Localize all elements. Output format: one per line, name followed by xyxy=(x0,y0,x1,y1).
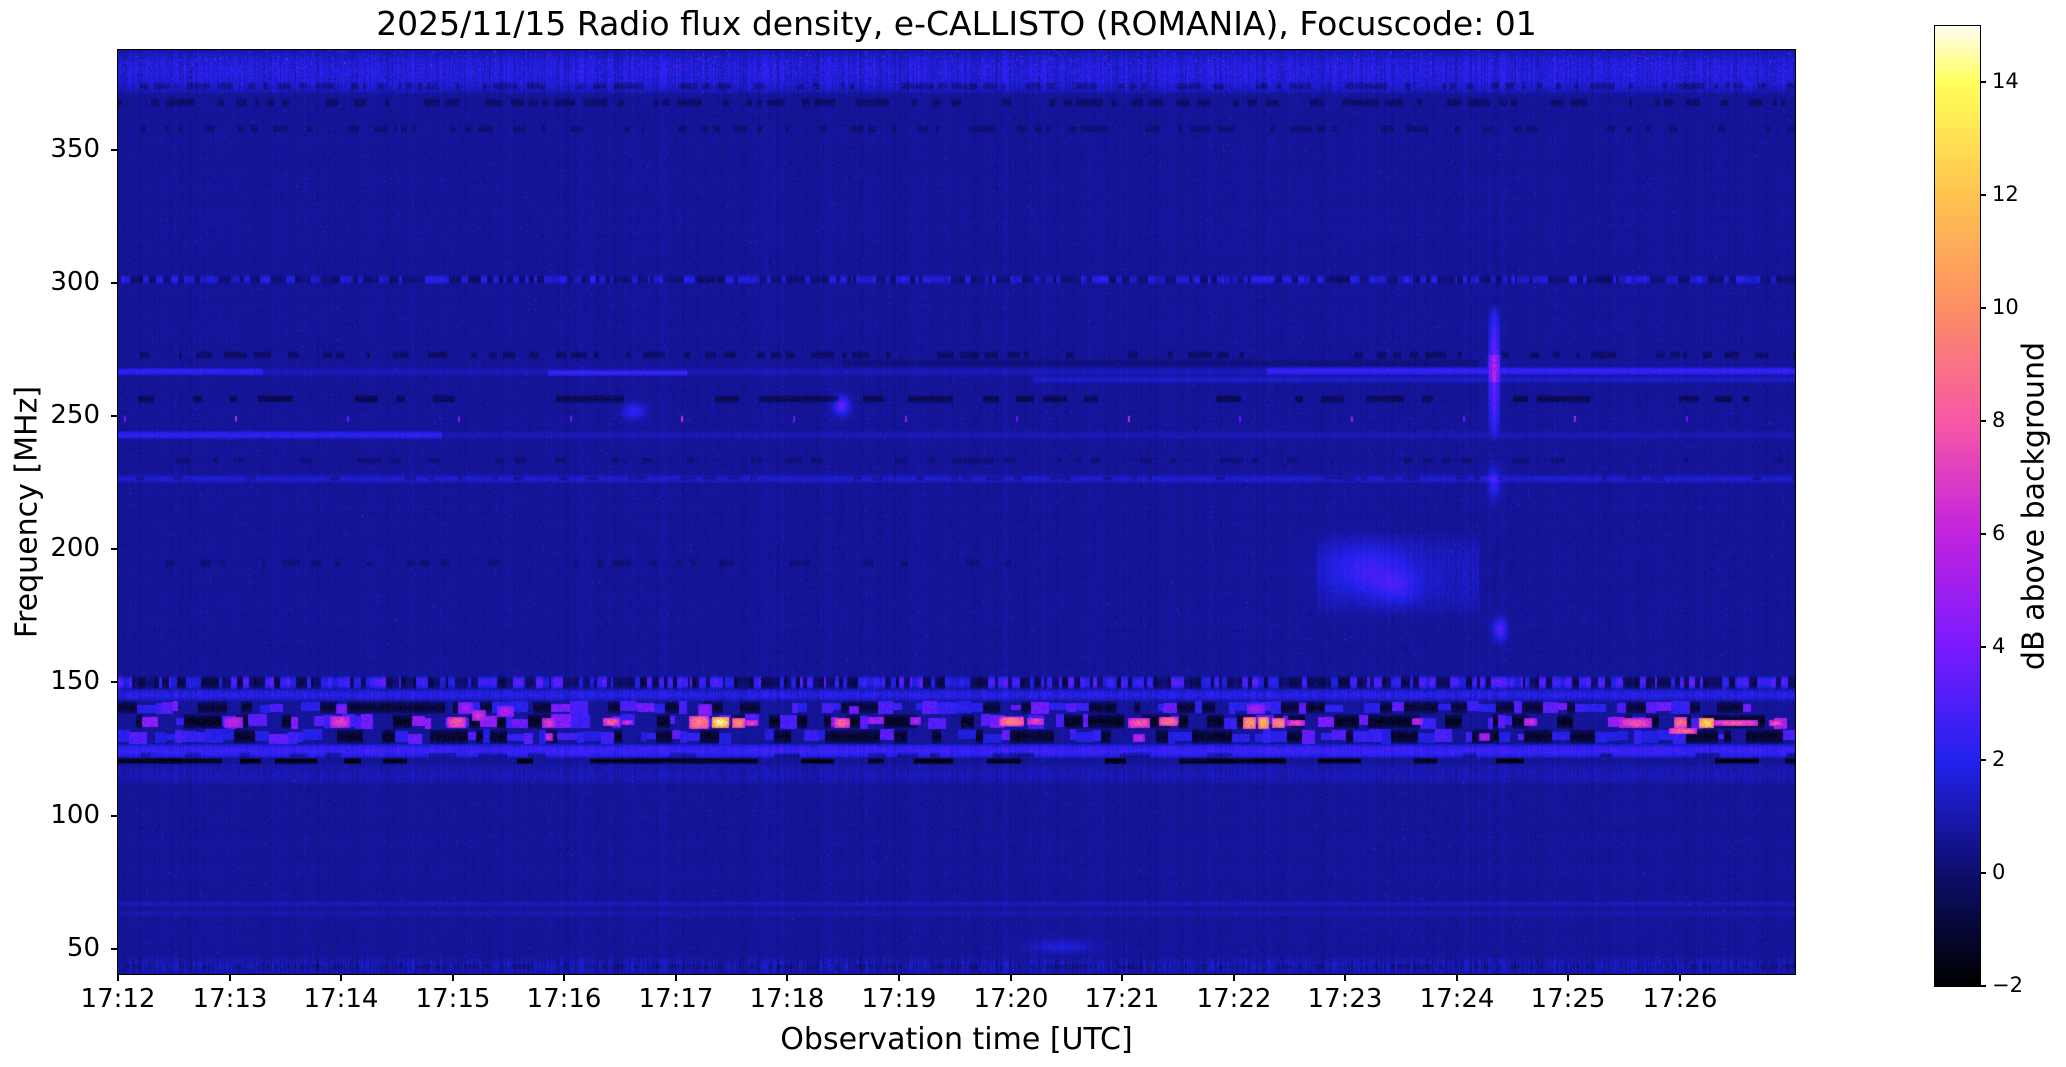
y-tick-label: 50 xyxy=(66,933,100,963)
x-tick-label: 17:25 xyxy=(1530,984,1606,1014)
x-tick-mark xyxy=(1121,974,1123,981)
y-tick-mark xyxy=(111,815,118,817)
colorbar-tick-mark xyxy=(1980,646,1986,648)
x-tick-mark xyxy=(1567,974,1569,981)
colorbar-tick-label: 14 xyxy=(1992,69,2019,93)
x-tick-mark xyxy=(563,974,565,981)
x-tick-mark xyxy=(1233,974,1235,981)
x-tick-label: 17:19 xyxy=(861,984,937,1014)
y-tick-mark xyxy=(111,282,118,284)
x-tick-mark xyxy=(898,974,900,981)
colorbar-tick-label: 10 xyxy=(1992,295,2019,319)
y-tick-mark xyxy=(111,149,118,151)
y-tick-label: 350 xyxy=(50,134,100,164)
y-tick-label: 200 xyxy=(50,533,100,563)
x-tick-label: 17:13 xyxy=(192,984,268,1014)
spectrogram-canvas xyxy=(118,50,1795,974)
colorbar-gradient xyxy=(1935,26,1980,986)
x-tick-label: 17:12 xyxy=(80,984,156,1014)
colorbar-tick-mark xyxy=(1980,81,1986,83)
x-tick-label: 17:15 xyxy=(415,984,491,1014)
x-tick-label: 17:20 xyxy=(973,984,1049,1014)
y-tick-label: 100 xyxy=(50,800,100,830)
x-tick-mark xyxy=(117,974,119,981)
colorbar-tick-label: 0 xyxy=(1992,860,2006,884)
y-tick-label: 300 xyxy=(50,267,100,297)
plot-area xyxy=(117,49,1796,975)
x-tick-mark xyxy=(1456,974,1458,981)
x-tick-label: 17:17 xyxy=(638,984,714,1014)
colorbar-tick-label: 4 xyxy=(1992,634,2006,658)
x-tick-label: 17:18 xyxy=(749,984,825,1014)
colorbar-tick-label: −2 xyxy=(1992,973,2023,997)
x-tick-label: 17:22 xyxy=(1196,984,1272,1014)
x-tick-label: 17:16 xyxy=(526,984,602,1014)
y-tick-mark xyxy=(111,415,118,417)
colorbar-tick-mark xyxy=(1980,307,1986,309)
x-tick-label: 17:14 xyxy=(303,984,379,1014)
x-tick-mark xyxy=(229,974,231,981)
x-tick-mark xyxy=(1679,974,1681,981)
colorbar-tick-label: 2 xyxy=(1992,747,2006,771)
y-tick-mark xyxy=(111,948,118,950)
x-tick-mark xyxy=(452,974,454,981)
x-tick-mark xyxy=(1010,974,1012,981)
colorbar-tick-mark xyxy=(1980,533,1986,535)
colorbar xyxy=(1934,25,1981,987)
y-tick-label: 150 xyxy=(50,666,100,696)
x-tick-label: 17:24 xyxy=(1419,984,1495,1014)
x-tick-label: 17:21 xyxy=(1084,984,1160,1014)
x-tick-label: 17:23 xyxy=(1307,984,1383,1014)
y-tick-label: 250 xyxy=(50,400,100,430)
x-tick-mark xyxy=(786,974,788,981)
colorbar-tick-label: 6 xyxy=(1992,521,2006,545)
x-tick-mark xyxy=(340,974,342,981)
y-tick-mark xyxy=(111,548,118,550)
x-axis-label: Observation time [UTC] xyxy=(780,1022,1133,1057)
chart-title: 2025/11/15 Radio flux density, e-CALLIST… xyxy=(376,4,1537,43)
colorbar-tick-mark xyxy=(1980,759,1986,761)
x-tick-mark xyxy=(675,974,677,981)
y-tick-mark xyxy=(111,681,118,683)
colorbar-label: dB above background xyxy=(2016,341,2052,671)
x-tick-label: 17:26 xyxy=(1642,984,1718,1014)
colorbar-tick-mark xyxy=(1980,420,1986,422)
colorbar-tick-mark xyxy=(1980,194,1986,196)
colorbar-tick-label: 12 xyxy=(1992,182,2019,206)
colorbar-tick-label: 8 xyxy=(1992,408,2006,432)
x-tick-mark xyxy=(1344,974,1346,981)
colorbar-tick-mark xyxy=(1980,985,1986,987)
colorbar-tick-mark xyxy=(1980,872,1986,874)
